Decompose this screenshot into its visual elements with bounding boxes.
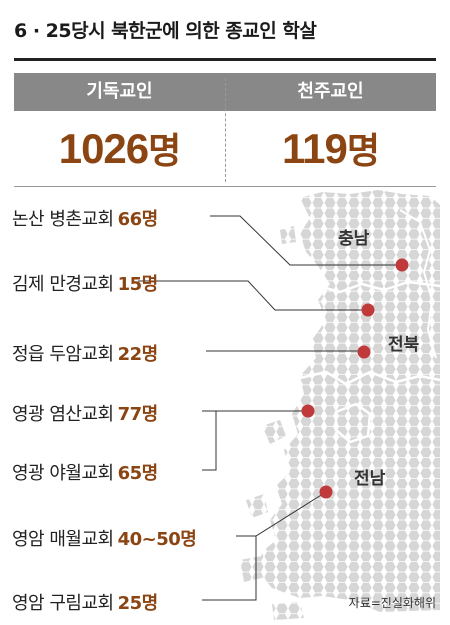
source-credit: 자료=진실화해위 xyxy=(348,596,436,610)
church-name: 논산 병촌교회 xyxy=(12,209,114,230)
protestant-label: 기독교인 xyxy=(86,81,153,102)
catholic-total: 119명 xyxy=(225,122,436,174)
catholic-count: 119 xyxy=(282,125,348,172)
marker-nonsan xyxy=(395,258,409,272)
map-landmass xyxy=(258,190,440,612)
church-item-5: 영광 야월교회 65명 xyxy=(12,459,158,485)
church-item-1: 논산 병촌교회 66명 xyxy=(12,205,158,231)
boundary-chungnam-jeonbuk xyxy=(317,280,441,294)
leader-line-5 xyxy=(202,411,217,471)
church-item-6: 영암 매월교회 40~50명 xyxy=(12,525,197,551)
church-name: 영광 염산교회 xyxy=(12,404,114,425)
region-label-jeonnam: 전남 xyxy=(354,469,386,489)
church-name: 정읍 두암교회 xyxy=(12,344,114,365)
church-count: 65명 xyxy=(117,463,159,484)
church-count: 25명 xyxy=(117,593,159,614)
leader-lines xyxy=(138,215,402,601)
region-label-jeonbuk: 전북 xyxy=(388,335,420,355)
page-title: 6 · 25당시 북한군에 의한 종교인 학살 xyxy=(14,20,317,42)
marker-gimje xyxy=(361,303,375,317)
church-name: 영암 매월교회 xyxy=(12,529,114,550)
leader-line-1 xyxy=(210,215,402,266)
marker-jeongeup xyxy=(357,345,371,359)
church-count: 77명 xyxy=(117,404,159,425)
church-count: 40~50명 xyxy=(117,529,197,550)
protestant-unit: 명 xyxy=(148,130,181,171)
church-item-3: 정읍 두암교회 22명 xyxy=(12,340,158,366)
column-divider xyxy=(225,78,226,182)
catholic-label: 천주교인 xyxy=(297,81,364,102)
leader-line-7 xyxy=(202,536,257,601)
church-item-2: 김제 만경교회 15명 xyxy=(12,270,158,296)
title-rule xyxy=(14,58,436,61)
church-name: 영암 구림교회 xyxy=(12,593,114,614)
protestant-count: 1026 xyxy=(58,125,149,172)
church-count: 66명 xyxy=(117,209,159,230)
marker-yeongam xyxy=(319,485,333,499)
catholic-unit: 명 xyxy=(346,130,380,171)
church-name: 김제 만경교회 xyxy=(12,274,114,295)
leader-line-2 xyxy=(138,280,368,311)
church-item-4: 영광 염산교회 77명 xyxy=(12,400,158,426)
boundary-east xyxy=(399,209,437,359)
church-item-7: 영암 구림교회 25명 xyxy=(12,589,158,615)
boundary-jeonbuk-jeonnam xyxy=(299,370,441,386)
boundary-inner-district xyxy=(334,402,372,444)
church-name: 영광 야월교회 xyxy=(12,463,114,484)
church-count: 22명 xyxy=(117,344,159,365)
region-label-chungnam: 충남 xyxy=(338,229,370,249)
church-count: 15명 xyxy=(117,274,159,295)
markers xyxy=(301,258,409,499)
marker-yeonggwang xyxy=(301,404,315,418)
section-rule xyxy=(14,186,436,187)
protestant-total: 1026명 xyxy=(14,122,225,174)
